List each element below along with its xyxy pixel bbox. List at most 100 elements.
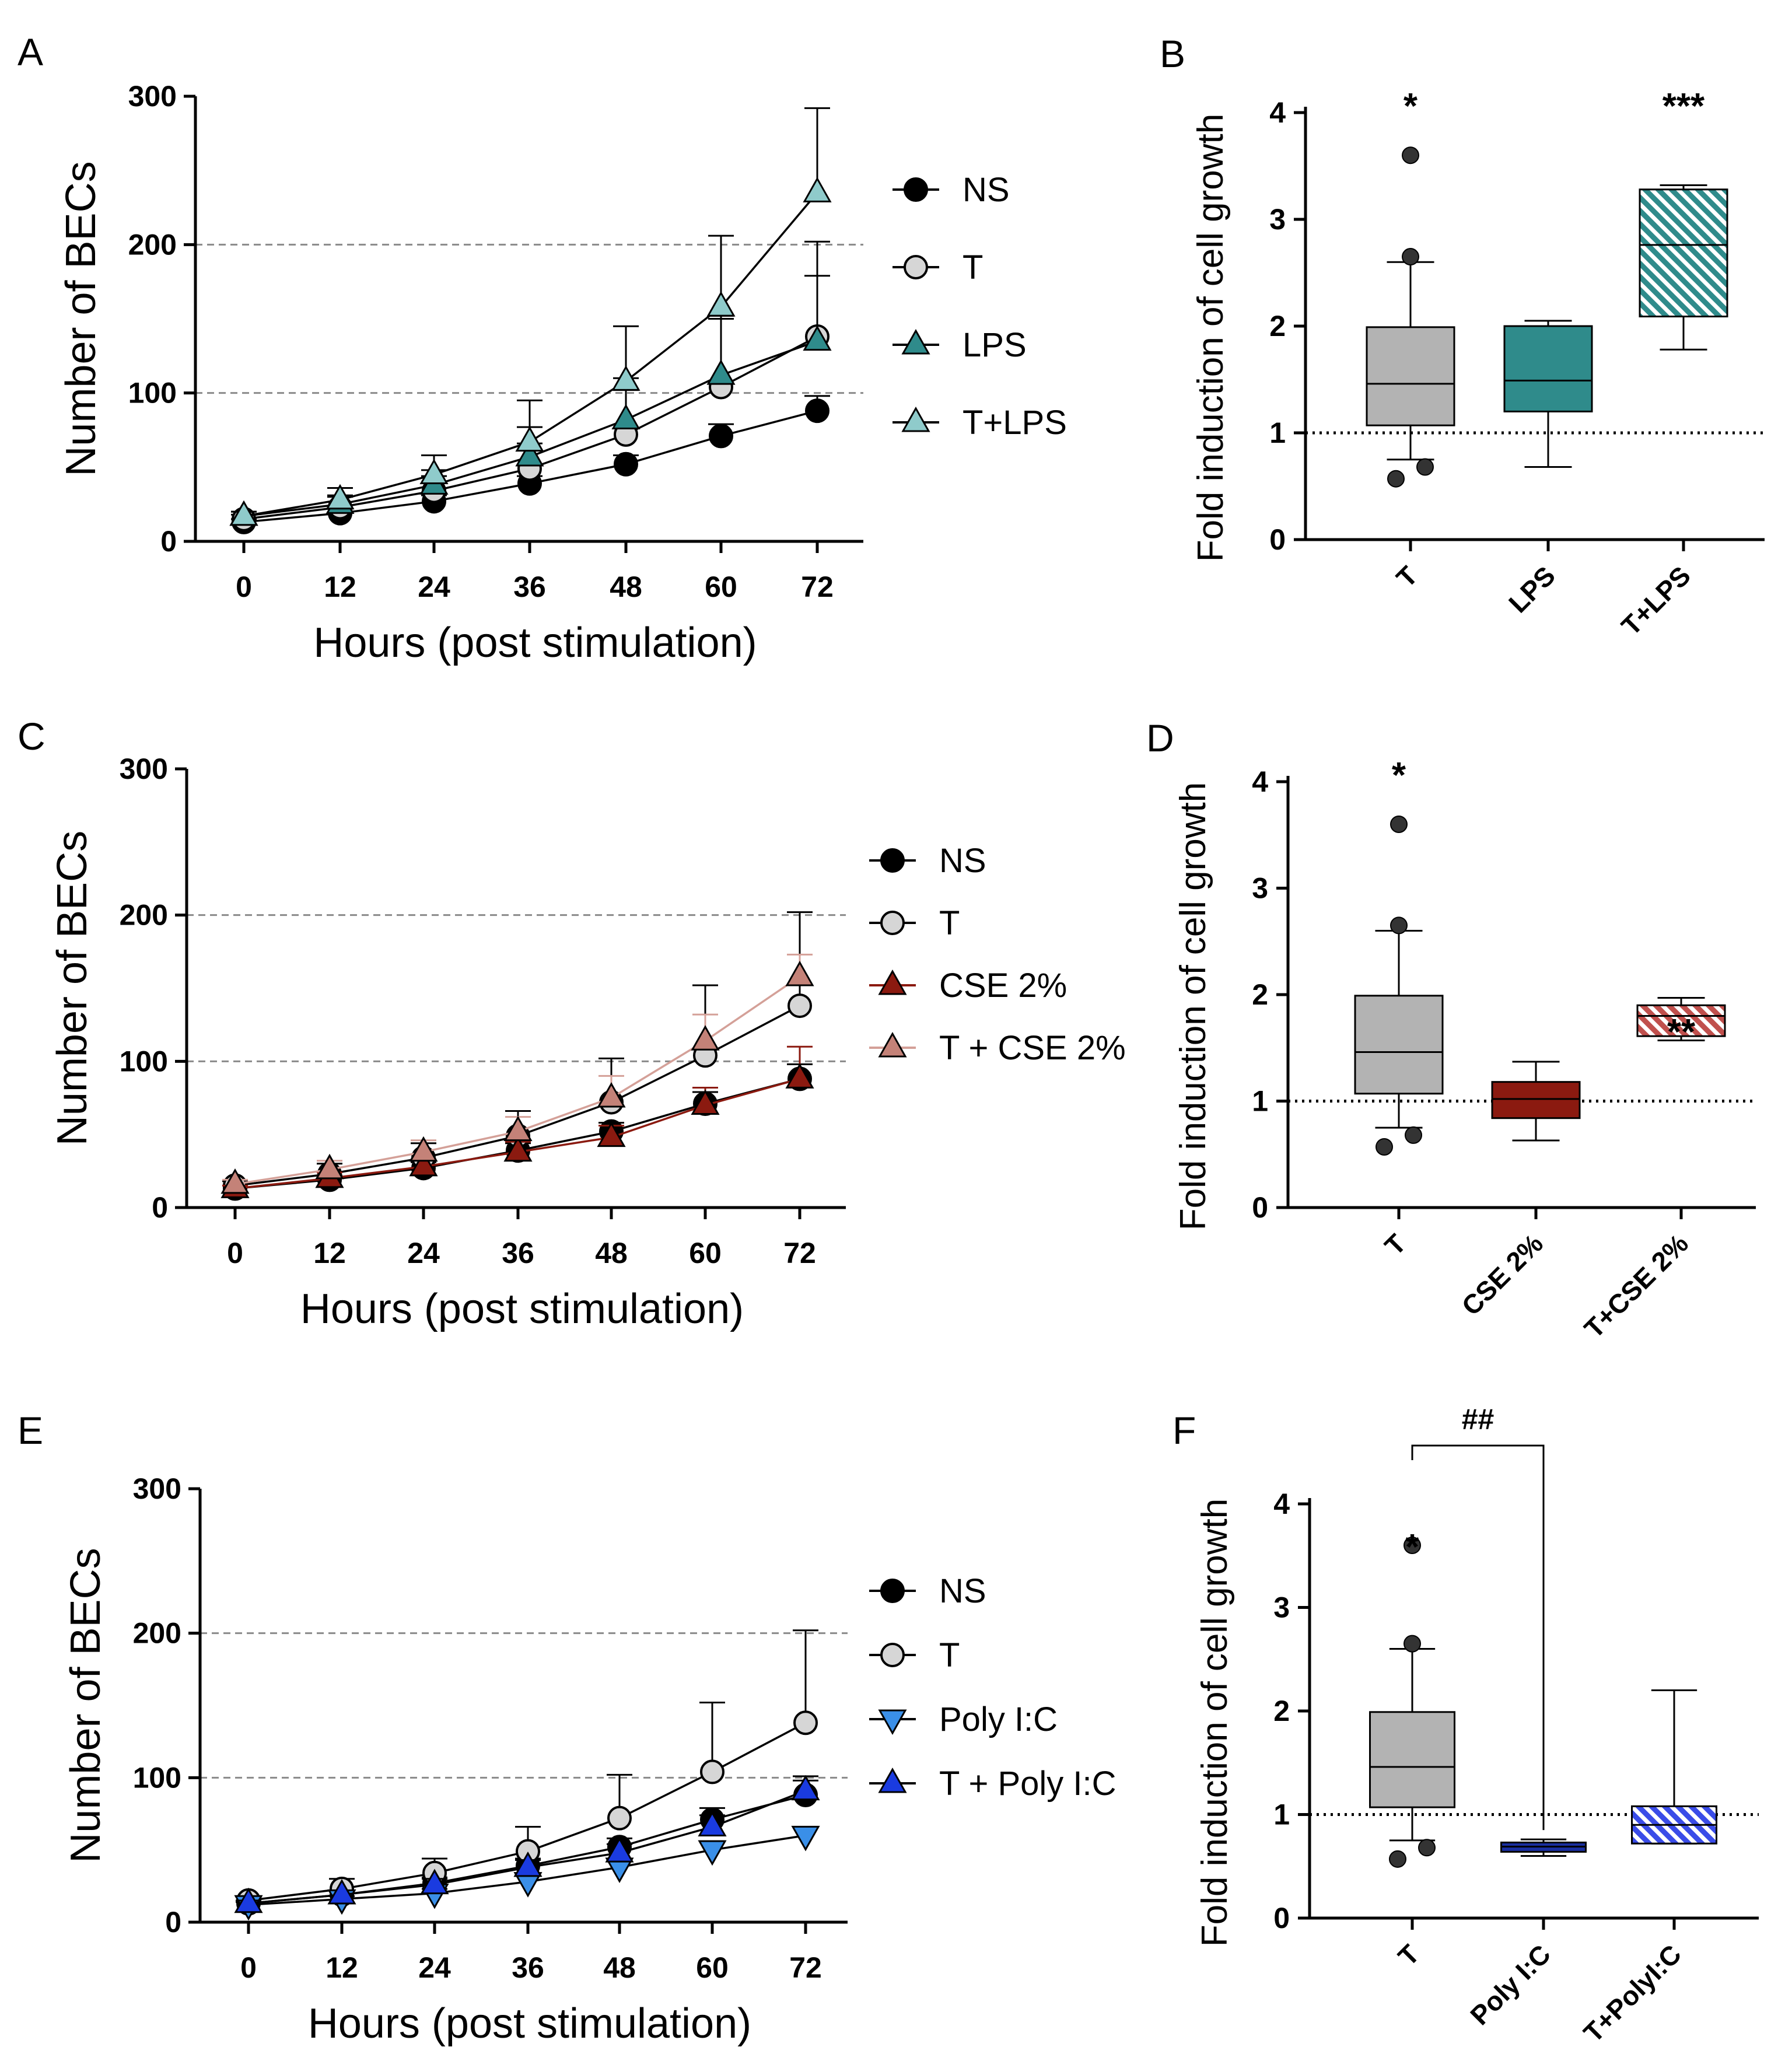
box-t <box>1354 816 1444 1156</box>
y-tick-label: 200 <box>133 1617 181 1650</box>
y-tick-label: 1 <box>1252 1085 1268 1118</box>
y-tick-label: 1 <box>1273 1798 1290 1831</box>
y-tick-label: 4 <box>1273 1488 1290 1520</box>
data-point <box>220 1168 250 1194</box>
data-point <box>611 404 640 429</box>
x-tick-label: 72 <box>789 1951 822 1984</box>
legend-label: CSE 2% <box>939 967 1067 1005</box>
data-point <box>788 993 812 1019</box>
y-tick-label: 100 <box>120 1045 168 1077</box>
y-axis-title: Fold induction of cell growth <box>1191 114 1231 562</box>
significance-label: ** <box>1667 1012 1696 1052</box>
box-chart-B: B 0 1 2 3 4 Fold induction of cell growth T * LPS… <box>1160 32 1765 641</box>
box-chart-F: F 0 1 2 3 4 Fold induction of cell growth T * Pol… <box>1172 1403 1759 2048</box>
data-point <box>803 325 832 351</box>
y-tick-label: 200 <box>120 899 168 932</box>
panel-letter: E <box>18 1409 43 1452</box>
x-axis-title: Hours (post stimulation) <box>308 2000 751 2047</box>
legend-label: T + CSE 2% <box>939 1029 1126 1067</box>
panel-letter: D <box>1146 716 1174 760</box>
x-tick-label: 48 <box>595 1237 628 1269</box>
data-point <box>706 359 736 385</box>
y-axis-title: Fold induction of cell growth <box>1173 782 1213 1231</box>
x-tick-label: 12 <box>313 1237 346 1269</box>
outlier-point <box>1418 1839 1436 1857</box>
x-tick-label: 48 <box>603 1951 636 1984</box>
y-tick-label: 2 <box>1252 978 1268 1011</box>
y-tick-label: 0 <box>1273 1902 1290 1934</box>
line-chart-E: E 0 100 200 300 0 12 24 36 48 60 72 Hours (post stim… <box>18 1409 1116 2047</box>
x-axis-title: Hours (post stimulation) <box>300 1286 744 1332</box>
y-tick-label: 100 <box>133 1761 181 1794</box>
significance-label: * <box>1405 1527 1420 1567</box>
legend-marker <box>880 1643 905 1667</box>
panel-letter: A <box>18 30 43 74</box>
box-t-lps <box>1639 184 1728 351</box>
outlier-point <box>1402 146 1419 165</box>
y-axis-title: Number of BECs <box>49 831 96 1146</box>
data-point <box>234 1887 263 1913</box>
data-point <box>605 1837 634 1863</box>
box-poly-i-c <box>1500 1838 1587 1857</box>
comparison-bracket <box>1411 1444 1545 1831</box>
data-point <box>803 177 832 202</box>
data-point <box>611 365 640 391</box>
x-tick-label: 60 <box>689 1237 722 1269</box>
x-tick-label: 36 <box>502 1237 534 1269</box>
box-cse-2- <box>1491 1061 1581 1142</box>
outlier-point <box>1405 1126 1422 1144</box>
comparison-label: ## <box>1462 1403 1494 1436</box>
data-point <box>691 1025 720 1051</box>
data-point <box>515 426 544 452</box>
legend-marker <box>878 1031 907 1058</box>
legend-marker <box>901 328 930 355</box>
y-tick-label: 4 <box>1252 765 1268 798</box>
category-label: T+CSE 2% <box>1578 1228 1695 1344</box>
x-tick-label: 72 <box>801 571 834 603</box>
data-point <box>785 960 814 986</box>
data-point <box>691 1089 720 1115</box>
data-point <box>597 1082 626 1108</box>
legend-marker <box>878 969 907 995</box>
data-point <box>706 291 736 317</box>
data-point <box>805 398 830 424</box>
x-tick-label: 60 <box>696 1951 729 1984</box>
significance-label: *** <box>1662 86 1705 127</box>
box-body <box>1636 1004 1726 1037</box>
y-tick-label: 0 <box>1269 523 1286 556</box>
y-tick-label: 3 <box>1269 203 1286 236</box>
x-tick-label: 12 <box>326 1951 358 1984</box>
category-label: T <box>1392 1938 1425 1972</box>
legend-label: T <box>939 1636 960 1674</box>
legend-label: T <box>963 249 983 286</box>
y-tick-label: 3 <box>1252 872 1268 905</box>
y-tick-label: 300 <box>133 1472 181 1505</box>
box-body <box>1354 995 1444 1095</box>
outlier-point <box>1389 1850 1406 1868</box>
y-tick-label: 200 <box>128 228 177 261</box>
data-point <box>515 440 544 467</box>
legend-marker <box>878 1767 907 1793</box>
y-axis-title: Number of BECs <box>62 1548 109 1863</box>
box-t-polyi-c <box>1631 1689 1717 1845</box>
y-tick-label: 0 <box>152 1191 168 1224</box>
data-point <box>698 1840 727 1866</box>
outlier-point <box>1390 816 1408 833</box>
box-t <box>1366 146 1455 488</box>
y-tick-label: 2 <box>1273 1695 1290 1727</box>
legend-marker <box>880 911 905 935</box>
x-tick-label: 36 <box>512 1951 544 1984</box>
data-point <box>791 1775 820 1801</box>
y-tick-label: 0 <box>160 525 177 558</box>
series-t-cse-2- <box>220 953 814 1194</box>
box-chart-D: D 0 1 2 3 4 Fold induction of cell growth T * CSE… <box>1146 716 1756 1344</box>
data-point <box>791 1825 820 1852</box>
data-point <box>698 1811 727 1837</box>
legend-label: Poly I:C <box>939 1700 1058 1738</box>
data-point <box>315 1153 344 1180</box>
outlier-point <box>1416 458 1434 476</box>
data-point <box>700 1759 724 1784</box>
data-point <box>409 1150 438 1177</box>
legend-marker <box>904 177 928 202</box>
